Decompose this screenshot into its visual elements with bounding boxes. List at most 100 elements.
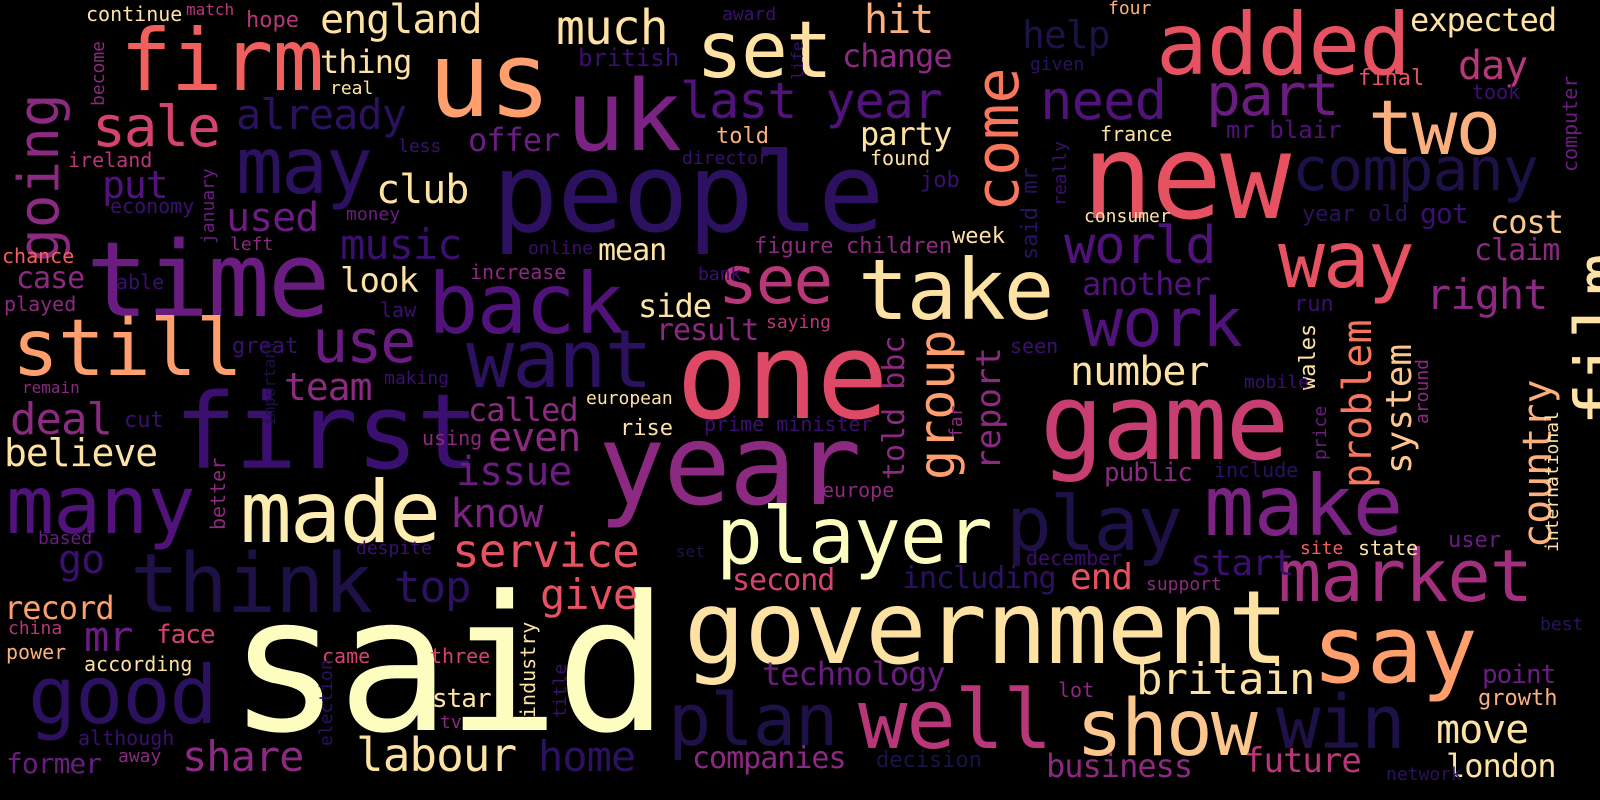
word-company: company — [1292, 135, 1539, 205]
word-rise: rise — [620, 416, 673, 441]
word-market: market — [1278, 534, 1533, 618]
word-game: game — [1040, 361, 1289, 484]
word-title: title — [550, 663, 571, 718]
word-end: end — [1070, 557, 1133, 598]
word-service: service — [452, 524, 640, 578]
word-support: support — [1146, 574, 1222, 595]
word-got: got — [1420, 197, 1469, 230]
word-make: make — [1204, 457, 1403, 555]
word-election: election — [316, 659, 337, 746]
word-still: still — [12, 304, 243, 394]
word-club: club — [376, 167, 469, 213]
word-site: site — [1300, 538, 1344, 559]
word-future: future — [1244, 741, 1362, 781]
word-european: european — [586, 388, 673, 409]
word-look: look — [340, 261, 419, 301]
word-side: side — [638, 287, 712, 325]
word-great: great — [232, 334, 299, 359]
word-share: share — [182, 732, 304, 781]
word-told: told — [716, 124, 769, 149]
word-figure: figure — [754, 234, 834, 259]
word-new: new — [1082, 108, 1291, 246]
word-january: january — [198, 168, 219, 244]
word-hope: hope — [246, 8, 299, 33]
word-first: first — [174, 371, 479, 493]
word-way: way — [1278, 216, 1415, 306]
word-job: job — [920, 168, 960, 193]
word-know: know — [450, 491, 543, 537]
word-point: point — [1482, 660, 1556, 690]
word-user: user — [1448, 528, 1501, 553]
word-sale: sale — [92, 95, 221, 160]
word-deal: deal — [10, 394, 113, 445]
word-record: record — [4, 589, 115, 627]
word-team: team — [284, 365, 373, 409]
word-result: result — [656, 313, 759, 348]
word-including: including — [902, 561, 1057, 596]
word-good: good — [28, 649, 218, 742]
word-economy: economy — [110, 194, 195, 218]
word-best: best — [1540, 614, 1584, 635]
word-day: day — [1458, 43, 1528, 89]
word-year-old: year old — [1302, 202, 1408, 227]
word-really: really — [1050, 140, 1071, 206]
word-problem: problem — [1335, 319, 1381, 488]
word-companies: companies — [692, 741, 847, 776]
word-said-mr: said mr — [1018, 167, 1043, 260]
word-computer: computer — [1558, 75, 1582, 172]
word-despite: despite — [356, 538, 432, 559]
word-world: world — [1064, 216, 1217, 276]
word-film: film — [1560, 252, 1600, 426]
word-europe: europe — [822, 478, 895, 502]
word-work: work — [1082, 284, 1243, 363]
word-mr: mr — [84, 612, 134, 661]
word-former: former — [6, 747, 102, 780]
word-go: go — [58, 537, 105, 583]
word-price: price — [1310, 405, 1331, 460]
word-important: important — [260, 339, 279, 426]
word-law: law — [380, 298, 417, 322]
word-international: international — [1542, 411, 1563, 552]
word-british: british — [578, 44, 680, 72]
word-public: public — [1104, 458, 1193, 488]
word-home: home — [538, 732, 636, 781]
word-two: two — [1368, 83, 1501, 172]
word-want: want — [466, 313, 653, 406]
word-star: star — [432, 684, 492, 714]
word-back: back — [428, 255, 624, 353]
word-change: change — [842, 37, 953, 75]
word-labour: labour — [356, 728, 517, 782]
word-ireland: ireland — [68, 148, 153, 172]
word-time: time — [86, 219, 330, 341]
word-cut: cut — [124, 408, 164, 433]
word-right: right — [1426, 270, 1548, 319]
word-play: play — [1006, 479, 1183, 568]
word-even: even — [488, 415, 581, 461]
word-came: came — [322, 644, 371, 668]
word-include: include — [1214, 458, 1299, 482]
word-lot: lot — [1058, 678, 1095, 702]
word-report: report — [969, 347, 1009, 470]
word-already: already — [236, 90, 407, 139]
word-china: china — [8, 618, 63, 639]
word-left: left — [230, 234, 274, 255]
word-four: four — [1108, 0, 1152, 19]
word-played: played — [4, 292, 77, 316]
word-second: second — [732, 563, 835, 598]
word-network: network — [1386, 764, 1462, 785]
word-continue: continue — [86, 2, 183, 26]
word-britain: britain — [1136, 654, 1315, 705]
word-life: life — [788, 41, 807, 80]
word-thing: thing — [320, 43, 412, 81]
word-money: money — [346, 204, 401, 225]
word-take: take — [858, 241, 1054, 339]
word-december: december — [1026, 546, 1123, 570]
word-win: win — [1276, 680, 1406, 766]
word-power: power — [6, 640, 67, 664]
word-online: online — [528, 238, 594, 259]
word-many: many — [6, 459, 196, 552]
word-number: number — [1070, 349, 1209, 395]
word-saying: saying — [766, 312, 832, 333]
word-industry: industry — [516, 621, 540, 718]
